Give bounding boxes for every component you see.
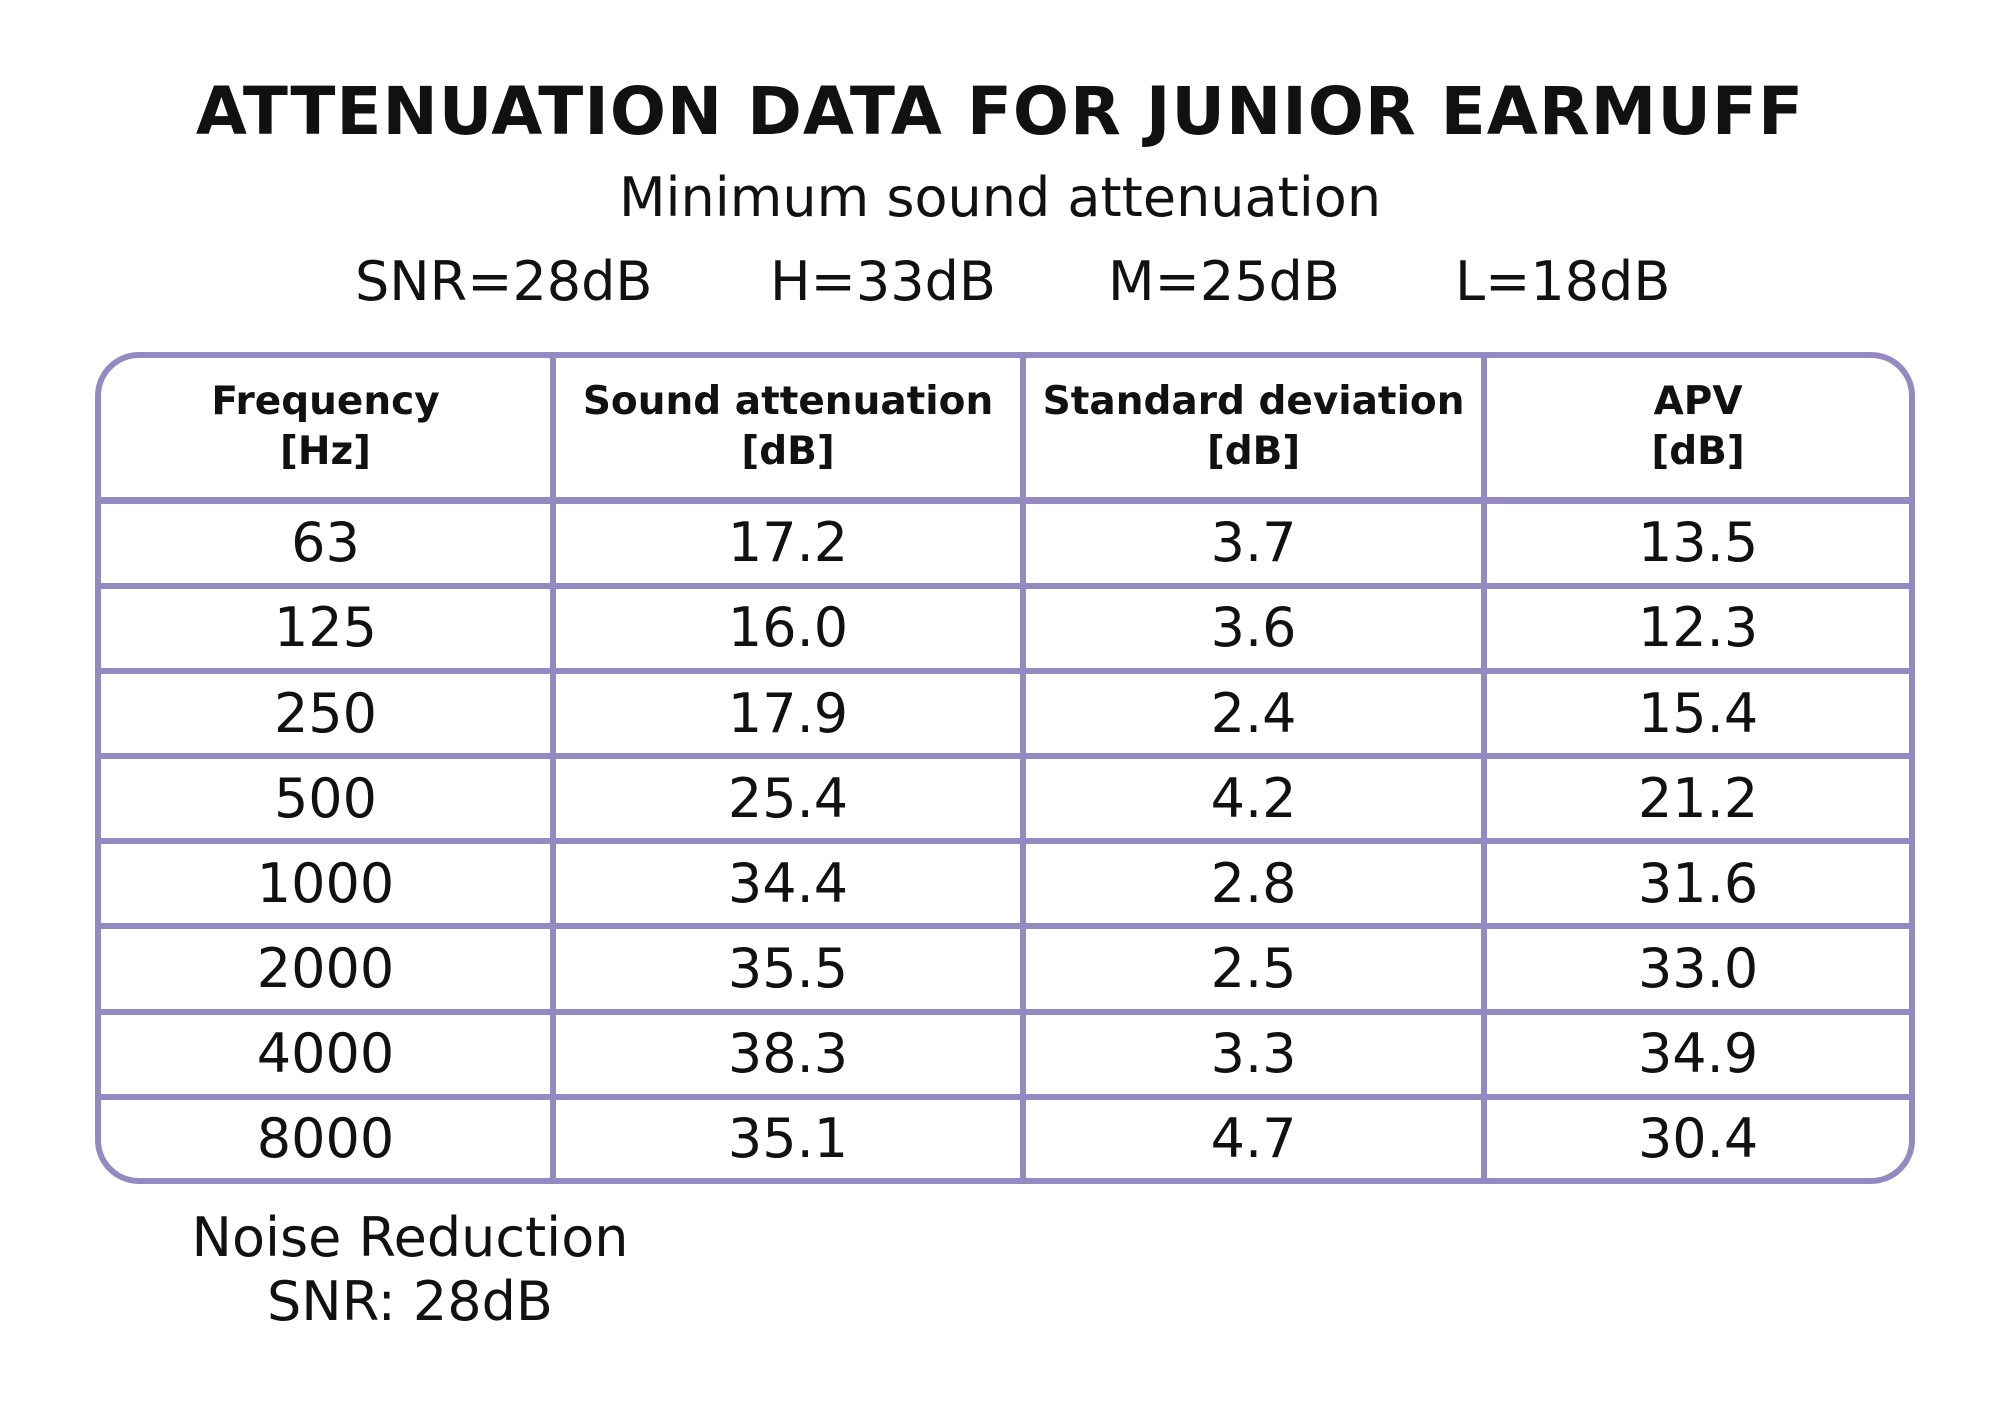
m-rating: M=25dB <box>1108 250 1340 313</box>
apv-cell: 33.0 <box>1484 926 1909 1015</box>
frequency-cell: 8000 <box>101 1096 556 1178</box>
header-frequency: Frequency [Hz] <box>101 358 556 504</box>
apv-cell: 34.9 <box>1484 1011 1909 1100</box>
table-row: 4000 38.3 3.3 34.9 <box>101 1011 1909 1100</box>
l-rating: L=18dB <box>1455 250 1671 313</box>
table-header-row: Frequency [Hz] Sound attenuation [dB] St… <box>101 358 1909 504</box>
table-row: 250 17.9 2.4 15.4 <box>101 670 1909 760</box>
sound-attenuation-cell: 35.5 <box>553 926 1027 1015</box>
standard-deviation-cell: 4.2 <box>1023 756 1488 845</box>
table-row: 8000 35.1 4.7 30.4 <box>101 1096 1909 1178</box>
standard-deviation-cell: 2.8 <box>1023 841 1488 930</box>
header-name: Frequency <box>211 379 440 425</box>
attenuation-table-frame: Frequency [Hz] Sound attenuation [dB] St… <box>95 352 1915 1184</box>
h-rating: H=33dB <box>770 250 996 313</box>
sound-attenuation-cell: 35.1 <box>553 1096 1027 1178</box>
snr-rating: SNR=28dB <box>355 250 653 313</box>
apv-cell: 21.2 <box>1484 756 1909 845</box>
header-name: Sound attenuation <box>582 379 994 425</box>
apv-cell: 12.3 <box>1484 585 1909 674</box>
sound-attenuation-cell: 17.9 <box>553 670 1027 760</box>
header-unit: [dB] <box>1651 429 1745 475</box>
header-unit: [dB] <box>1206 429 1301 475</box>
apv-cell: 15.4 <box>1484 670 1909 760</box>
sound-attenuation-cell: 17.2 <box>553 500 1027 589</box>
header-apv: APV [dB] <box>1484 358 1909 504</box>
apv-cell: 31.6 <box>1484 841 1909 930</box>
table-row: 2000 35.5 2.5 33.0 <box>101 926 1909 1015</box>
standard-deviation-cell: 2.5 <box>1023 926 1488 1015</box>
table-row: 500 25.4 4.2 21.2 <box>101 756 1909 845</box>
page-subtitle: Minimum sound attenuation <box>618 166 1382 229</box>
header-unit: [dB] <box>741 429 835 475</box>
frequency-cell: 63 <box>101 500 556 589</box>
frequency-cell: 250 <box>101 670 556 760</box>
apv-cell: 30.4 <box>1637 1106 1759 1170</box>
standard-deviation-cell: 4.7 <box>1023 1096 1488 1178</box>
standard-deviation-cell: 3.3 <box>1023 1011 1488 1100</box>
attenuation-table: Frequency [Hz] Sound attenuation [dB] St… <box>101 358 1909 1178</box>
sound-attenuation-cell: 16.0 <box>553 585 1027 674</box>
table-row: 63 17.2 3.7 13.5 <box>101 500 1909 589</box>
standard-deviation-cell: 3.6 <box>1023 585 1488 674</box>
frequency-cell: 1000 <box>101 841 556 930</box>
frequency-cell: 500 <box>101 756 556 845</box>
header-sound-attenuation: Sound attenuation [dB] <box>553 358 1027 504</box>
snr-value: SNR: 28dB <box>267 1270 553 1333</box>
table-row: 125 16.0 3.6 12.3 <box>101 585 1909 674</box>
standard-deviation-cell: 2.4 <box>1023 670 1488 760</box>
noise-reduction-note: Noise Reduction SNR: 28dB <box>175 1206 645 1334</box>
table-row: 1000 34.4 2.8 31.6 <box>101 841 1909 930</box>
header-unit: [Hz] <box>280 429 371 475</box>
apv-cell: 13.5 <box>1484 500 1909 589</box>
sound-attenuation-cell: 25.4 <box>553 756 1027 845</box>
standard-deviation-cell: 3.7 <box>1023 500 1488 589</box>
header-name: Standard deviation <box>1042 379 1465 425</box>
frequency-cell: 125 <box>101 585 556 674</box>
sound-attenuation-cell: 38.3 <box>553 1011 1027 1100</box>
frequency-cell: 2000 <box>101 926 556 1015</box>
frequency-cell: 4000 <box>101 1011 556 1100</box>
header-standard-deviation: Standard deviation [dB] <box>1023 358 1488 504</box>
page-title: ATTENUATION DATA FOR JUNIOR EARMUFF <box>195 73 1805 150</box>
header-name: APV <box>1653 379 1743 425</box>
sound-attenuation-cell: 34.4 <box>553 841 1027 930</box>
noise-reduction-label: Noise Reduction <box>191 1206 629 1269</box>
